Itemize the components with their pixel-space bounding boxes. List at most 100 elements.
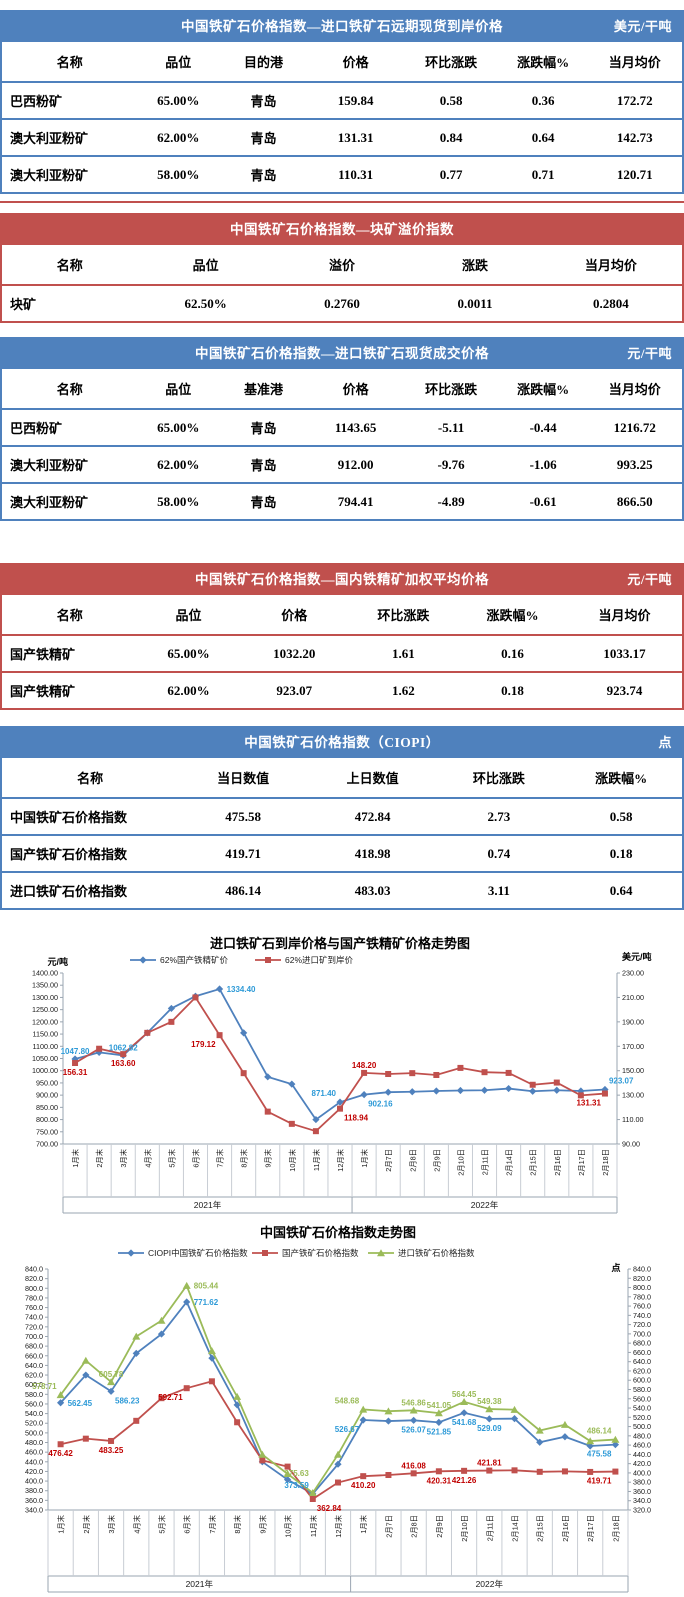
table-row: 巴西粉矿 65.00% 青岛 1143.65 -5.11 -0.44 1216.72 [1,409,683,447]
y2-axis-tick-label: 110.00 [622,1115,643,1124]
price-table: 名称 品位 溢价 涨跌 当月均价 块矿 62.50% 0.2760 0.0011 0.2804 [0,243,684,323]
y-axis-tick-label: 660.0 [25,1351,43,1360]
y2-axis-unit-label: 美元/吨 [622,951,652,962]
x-axis-tick-label: 2月14日 [505,1149,514,1176]
price-table: 名称 品位 基准港 价格 环比涨跌 涨跌幅% 当月均价 巴西粉矿 65.00% 青岛 1143.65… [0,367,684,521]
column-header: 品位 [137,41,220,83]
table-cell: 0.84 [403,119,499,157]
y-axis-tick-label: 520.0 [25,1419,43,1428]
table-title: 中国铁矿石价格指数（CIOPI） [244,735,440,750]
x-axis-tick-label: 2月18日 [611,1515,620,1542]
data-point-label: 156.31 [63,1068,88,1077]
legend-label: 62%进口矿到岸价 [285,955,354,965]
y-axis-tick-label: 360.0 [25,1496,43,1505]
data-point-label: 421.26 [452,1476,477,1485]
table-row: 国产铁精矿 62.00% 923.07 1.62 0.18 923.74 [1,672,683,710]
legend-label: CIOPI中国铁矿石价格指数 [148,1248,248,1258]
y-axis-tick-label: 500.0 [25,1428,43,1437]
table-cell: 0.18 [457,672,568,710]
table-cell: 58.00% [137,483,220,521]
table-cell: 国产铁矿石价格指数 [1,835,179,873]
column-header: 当月均价 [539,244,683,286]
x-axis-tick-label: 2月8日 [408,1149,417,1172]
ciopi-report: 中国铁矿石价格指数—进口铁矿石远期现货到岸价格 美元/干吨 名称 品位 目的港 价格环… [0,10,684,1597]
y-axis-tick-label: 720.0 [25,1322,43,1331]
data-point-label: 605.78 [99,1370,124,1379]
x-axis-group-label: 2022年 [471,1200,499,1210]
price-table: 名称 品位 目的港 价格 环比涨跌 涨跌幅% 当月均价 巴西粉矿 65.00% 青岛 159.84 0… [0,40,684,194]
table-cell: 65.00% [137,82,220,120]
data-point-label: 483.25 [99,1446,124,1455]
table-title-band: 中国铁矿石价格指数—进口铁矿石远期现货到岸价格 美元/干吨 [0,10,684,40]
y-axis-tick-label: 600.0 [25,1380,43,1389]
data-point-label: 564.45 [452,1390,477,1399]
column-header: 价格 [239,594,349,636]
y-axis-tick-label: 420.0 [25,1467,43,1476]
column-header: 溢价 [273,244,411,286]
table-cell: 块矿 [1,285,138,323]
y2-axis-tick-label: 150.00 [622,1066,644,1075]
y2-axis-tick-label: 340.0 [633,1496,651,1505]
column-header: 环比涨跌 [403,41,499,83]
table-cell: 62.00% [137,446,220,484]
column-header: 当日数值 [178,757,308,799]
line-chart-svg: 340.0360.0380.0400.0420.0440.0460.0480.0… [25,1225,651,1593]
table-cell: 65.00% [137,409,220,447]
table-header-row: 名称 品位 基准港 价格 环比涨跌 涨跌幅% 当月均价 [1,368,683,410]
y-axis-tick-label: 1050.00 [32,1054,58,1063]
price-table: 名称 品位 价格 环比涨跌 涨跌幅% 当月均价 国产铁精矿 65.00% 1032.20 1.61… [0,593,684,710]
table-cell: 486.14 [178,872,308,910]
column-header: 基准港 [219,368,308,410]
y2-axis-tick-label: 840.0 [633,1265,651,1274]
y2-axis-tick-label: 480.0 [633,1431,651,1440]
table-cell: 142.73 [587,119,683,157]
table-cell: 0.58 [560,798,683,836]
legend-label: 进口铁矿石价格指数 [398,1248,475,1258]
table-unit: 美元/干吨 [613,18,672,34]
table-cell: 794.41 [307,483,404,521]
table-section-lump-premium: 中国铁矿石价格指数—块矿溢价指数 名称 品位 溢价 涨跌 当月均价 块矿 62.50% 0.2… [0,213,684,323]
table-cell: 2.73 [437,798,561,836]
chart-ciopi-index-trend: 340.0 360.0 380.0 400.0 420.0 440.0 460.0 480.0… [0,1218,684,1597]
y2-axis-tick-label: 620.0 [633,1366,651,1375]
y-axis-tick-label: 640.0 [25,1361,43,1370]
table-cell: 中国铁矿石价格指数 [1,798,179,836]
data-point-label: 771.62 [194,1298,219,1307]
x-axis-tick-label: 2月7日 [384,1515,393,1538]
y2-axis-unit-label: 点 [611,1262,620,1273]
y-axis-tick-label: 540.0 [25,1409,43,1418]
y-axis-tick-label: 1000.00 [32,1066,58,1075]
table-header-row: 名称 品位 溢价 涨跌 当月均价 [1,244,683,286]
data-point-label: 1334.40 [227,985,256,994]
y-axis-tick-label: 480.0 [25,1438,43,1447]
data-point-label: 118.94 [344,1114,369,1123]
table-cell: 进口铁矿石价格指数 [1,872,179,910]
table-cell: 110.31 [307,156,404,194]
y2-axis-tick-label: 500.0 [633,1422,651,1431]
column-header: 品位 [137,594,240,636]
x-axis-tick-label: 8月末 [240,1148,249,1167]
table-cell: 912.00 [307,446,404,484]
table-section-domestic-concentrate: 中国铁矿石价格指数—国内铁精矿加权平均价格 元/干吨 名称 品位 价格 环比涨跌 涨跌幅… [0,563,684,710]
y-axis-tick-label: 580.0 [25,1390,43,1399]
data-point-label: 541.68 [452,1418,477,1427]
x-axis-tick-label: 12月末 [334,1514,343,1537]
table-title-band: 中国铁矿石价格指数—进口铁矿石现货成交价格 元/干吨 [0,337,684,367]
table-row: 国产铁精矿 65.00% 1032.20 1.61 0.16 1033.17 [1,635,683,673]
y-axis-tick-label: 380.0 [25,1486,43,1495]
y2-axis-tick-label: 360.0 [633,1487,651,1496]
table-cell: 62.50% [137,285,274,323]
x-axis-tick-label: 2月16日 [561,1515,570,1542]
table-cell: 青岛 [219,119,308,157]
y-axis-tick-label: 900.00 [36,1091,58,1100]
y2-axis-tick-label: 130.00 [622,1091,644,1100]
data-point-label: 1047.80 [61,1047,90,1056]
table-section-import-spot: 中国铁矿石价格指数—进口铁矿石现货成交价格 元/干吨 名称 品位 基准港 价格 环比涨跌… [0,337,684,521]
y2-axis-tick-label: 660.0 [633,1348,651,1357]
data-point-label: 163.60 [111,1059,136,1068]
table-cell: 472.84 [307,798,438,836]
y-axis-tick-label: 750.00 [36,1127,58,1136]
table-cell: 172.72 [587,82,683,120]
table-cell: 3.11 [437,872,561,910]
table-cell: 62.00% [137,672,240,710]
